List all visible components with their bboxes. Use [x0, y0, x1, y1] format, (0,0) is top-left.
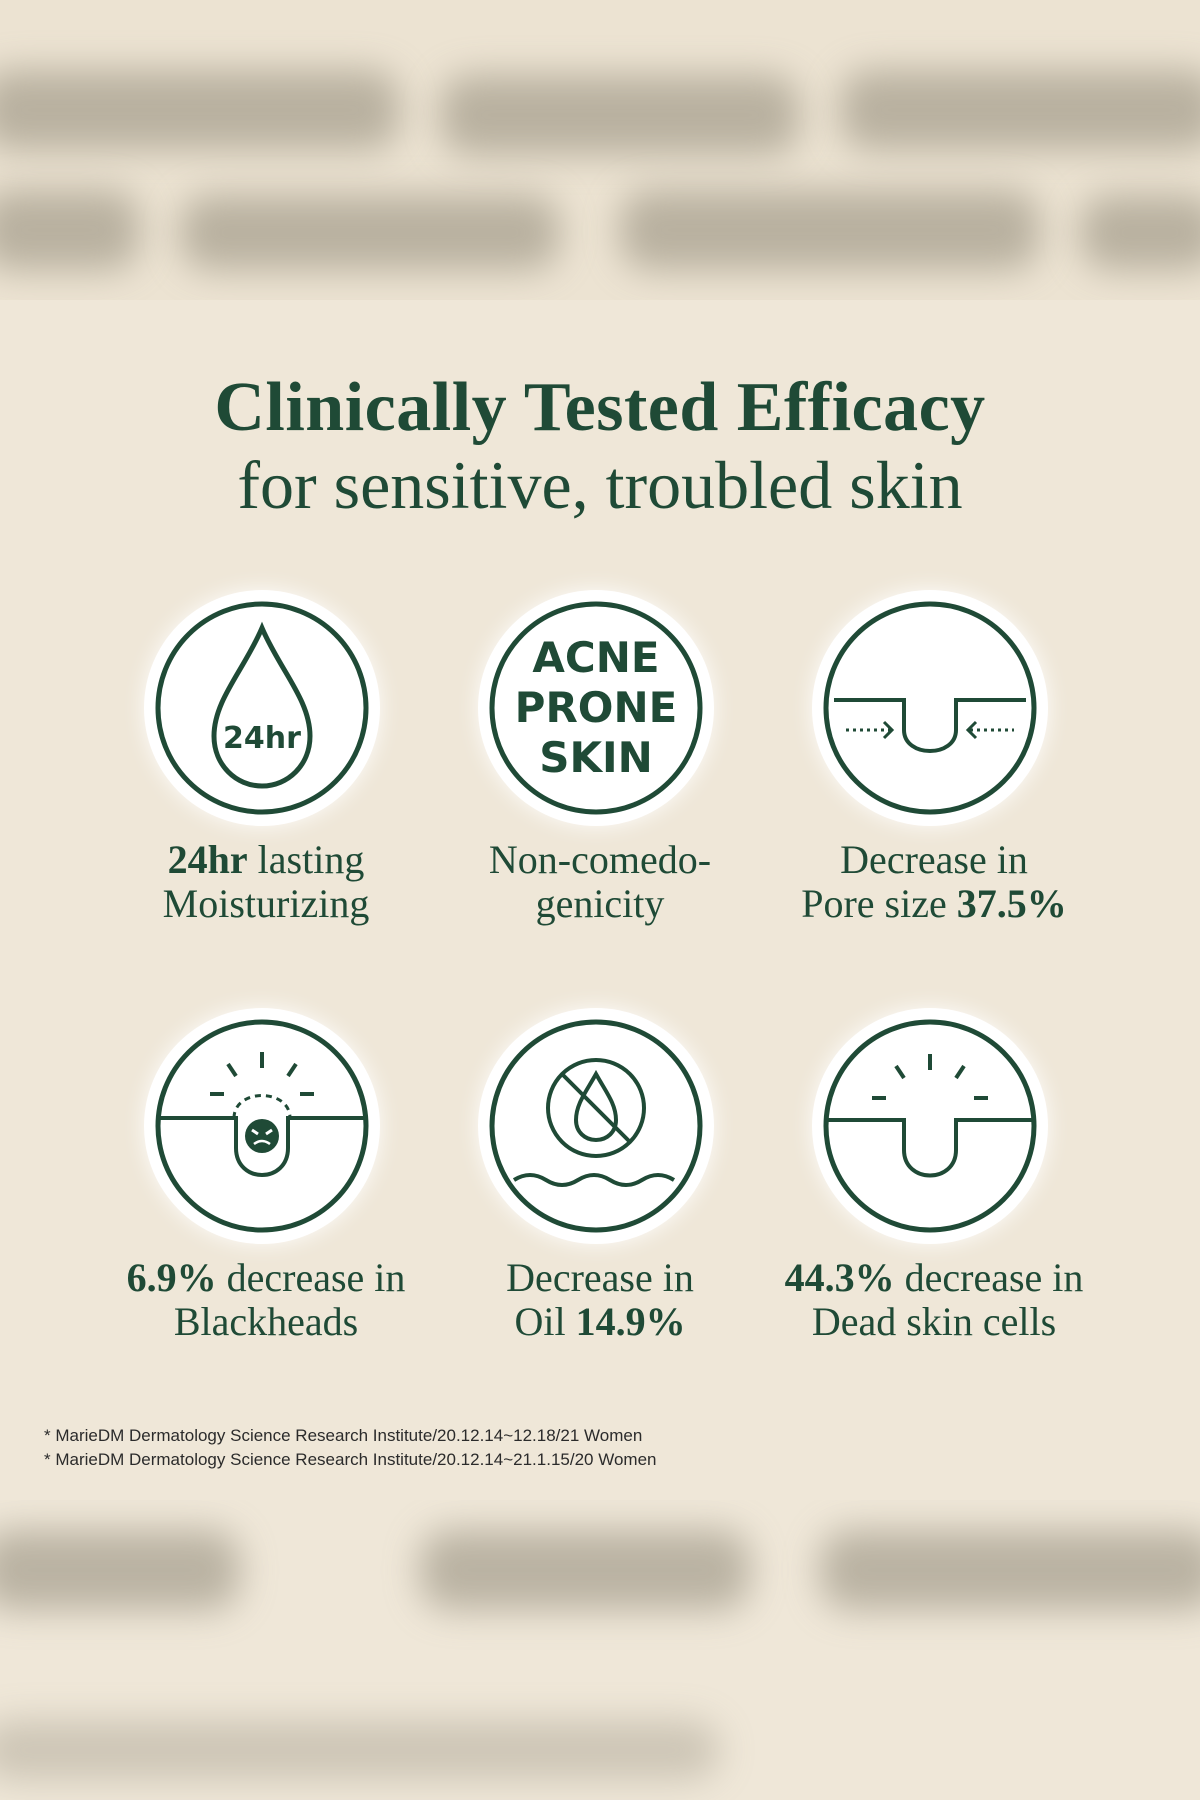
blackhead-icon [144, 1008, 380, 1244]
pore-shrink-icon [812, 590, 1048, 826]
no-oil-icon [478, 1008, 714, 1244]
feature-caption: Decrease in Pore size 37.5% [801, 837, 1067, 926]
feature-caption: Decrease in Oil 14.9% [506, 1255, 694, 1344]
acne-prone-skin-icon: ACNE PRONE SKIN [478, 590, 714, 826]
footnote: * MarieDM Dermatology Science Research I… [44, 1450, 657, 1469]
dead-skin-icon [812, 1008, 1048, 1244]
footnotes: * MarieDM Dermatology Science Research I… [44, 1424, 656, 1472]
svg-text:24hr: 24hr [223, 721, 301, 756]
svg-text:ACNE: ACNE [532, 633, 659, 682]
page-subtitle: for sensitive, troubled skin [237, 447, 963, 523]
efficacy-panel: Clinically Tested Efficacy for sensitive… [0, 300, 1200, 1500]
feature-caption: 6.9% decrease in Blackheads [126, 1255, 406, 1344]
blurred-bottom-banner [0, 1500, 1200, 1800]
page-title: Clinically Tested Efficacy [214, 369, 986, 446]
feature-caption: Non-comedo- genicity [488, 837, 712, 926]
water-drop-24hr-icon: 24hr [144, 590, 380, 826]
svg-text:SKIN: SKIN [539, 733, 653, 782]
svg-text:PRONE: PRONE [515, 683, 678, 732]
footnote: * MarieDM Dermatology Science Research I… [44, 1426, 643, 1445]
feature-caption: 44.3% decrease in Dead skin cells [784, 1255, 1084, 1344]
blurred-top-banner [0, 0, 1200, 300]
feature-caption: 24hr lasting Moisturizing [162, 837, 370, 926]
